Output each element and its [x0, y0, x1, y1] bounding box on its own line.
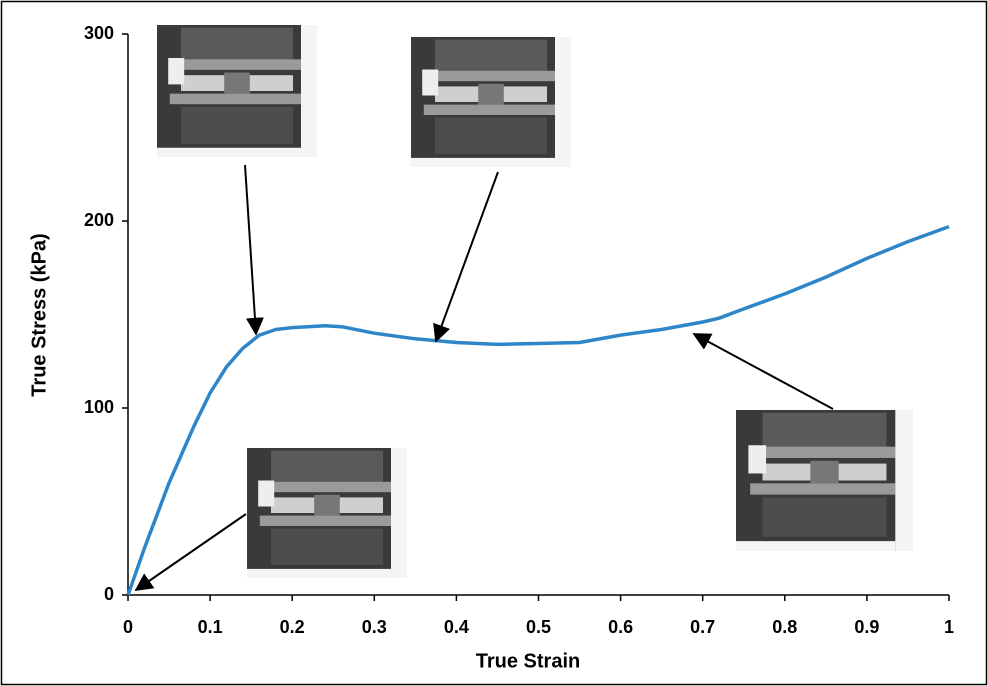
y-tick-label: 300	[84, 23, 114, 43]
photo-plate	[271, 451, 383, 484]
y-axis-title: True Stress (kPa)	[28, 233, 50, 396]
x-tick-label: 0.9	[854, 617, 879, 637]
photo-sample	[810, 461, 838, 484]
photo-plate	[181, 107, 293, 144]
y-tick-label: 100	[84, 397, 114, 417]
photo	[247, 448, 407, 578]
x-tick-label: 0.5	[526, 617, 551, 637]
photo-scale	[555, 37, 571, 167]
photo-scale	[391, 448, 407, 578]
x-tick-label: 1	[944, 617, 954, 637]
y-tick-label: 200	[84, 210, 114, 230]
photo-scale	[157, 148, 301, 157]
photo-spring	[750, 483, 895, 494]
photo-scale	[247, 569, 391, 578]
photo-plate	[435, 40, 547, 73]
photo-label	[422, 70, 438, 96]
x-tick-label: 0.3	[362, 617, 387, 637]
photo-scale	[736, 541, 895, 551]
photo-plate	[271, 529, 383, 565]
x-tick-label: 0	[123, 617, 133, 637]
photo-scale	[301, 25, 317, 157]
photo-sample	[314, 495, 340, 516]
photo-spring	[170, 59, 301, 70]
photo-plate	[763, 497, 887, 536]
photo-spring	[170, 94, 301, 105]
photo-scale	[411, 158, 555, 167]
photo-plate	[181, 28, 293, 61]
chart: True Strain True Stress (kPa) 0 100 200 300…	[0, 0, 988, 686]
photo-spring	[750, 447, 895, 458]
photo-sample	[478, 84, 504, 105]
x-tick-label: 0.2	[280, 617, 305, 637]
photo-spring	[424, 105, 555, 115]
photo-label	[258, 481, 274, 507]
y-tick-label: 0	[104, 584, 114, 604]
x-tick-label: 0.6	[608, 617, 633, 637]
x-tick-label: 0.4	[444, 617, 469, 637]
photo-scale	[895, 410, 913, 551]
x-axis-title: True Strain	[476, 650, 580, 672]
photo-spring	[260, 482, 391, 492]
photo-plate	[435, 118, 547, 154]
photo-sample	[224, 73, 250, 94]
photo-spring	[424, 71, 555, 81]
photo-spring	[260, 516, 391, 526]
x-tick-label: 0.8	[772, 617, 797, 637]
photo-label	[168, 58, 184, 84]
x-tick-label: 0.1	[198, 617, 223, 637]
photo-label	[748, 445, 766, 473]
photo	[411, 37, 571, 167]
x-tick-label: 0.7	[690, 617, 715, 637]
photo	[736, 410, 913, 551]
photo-plate	[763, 413, 887, 448]
photo	[157, 25, 317, 157]
